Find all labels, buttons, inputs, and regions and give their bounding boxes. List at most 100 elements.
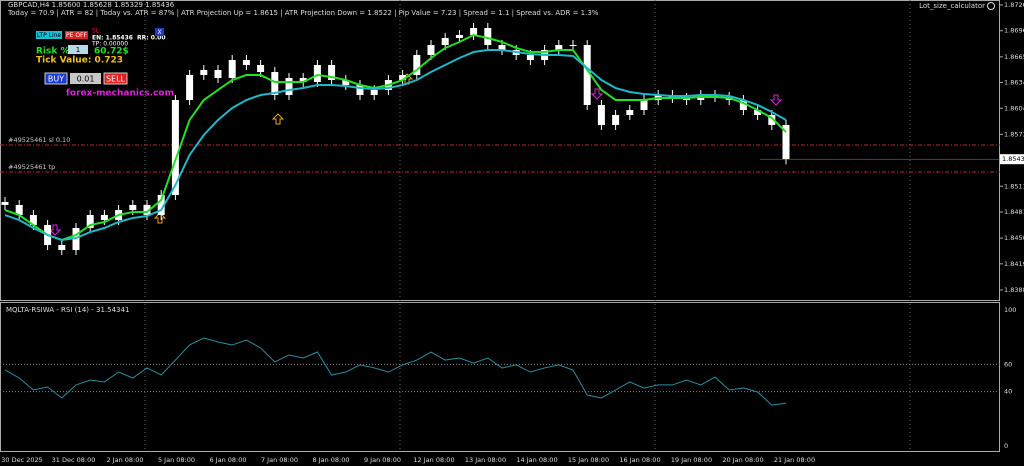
candle	[427, 45, 435, 55]
x-tick-label: 15 Jan 08:00	[568, 456, 609, 464]
x-tick-label: 2 Jan 08:00	[106, 456, 143, 464]
x-tick-label: 21 Jan 08:00	[774, 456, 815, 464]
y-tick-label: 1.87265	[1004, 1, 1024, 9]
level-label: #49525461 tp	[8, 163, 55, 171]
tick-value: Tick Value: 0.723	[36, 56, 123, 66]
buy-button[interactable]	[44, 72, 68, 85]
en-text: EN: 1.85436	[92, 35, 133, 42]
y-tick-label: 1.85730	[1004, 130, 1024, 138]
candle	[413, 54, 421, 75]
y-tick-label: 1.86345	[1004, 79, 1024, 87]
candle	[356, 84, 364, 96]
candle	[285, 77, 293, 96]
close-text: X	[157, 29, 161, 36]
rsi-title: MQLTA-RSIWA - RSI (14) - 31.54341	[6, 306, 129, 314]
lots-text: 0.01	[77, 75, 95, 84]
y-tick-label: 1.85115	[1004, 182, 1024, 190]
settings-icon[interactable]	[987, 2, 995, 10]
tp-text: TP: 0.00000	[91, 41, 128, 48]
x-tick-label: 31 Dec 08:00	[52, 456, 96, 464]
candle	[455, 34, 463, 39]
candle	[186, 74, 194, 100]
candle	[597, 104, 605, 125]
candle	[754, 110, 762, 116]
sell-arrow	[769, 94, 783, 106]
candle	[58, 245, 66, 250]
sell-arrow	[590, 88, 604, 100]
main-frame	[0, 0, 1000, 301]
x-tick-label: 6 Jan 08:00	[209, 456, 246, 464]
ltp-button[interactable]	[36, 31, 62, 39]
candle	[399, 74, 407, 81]
y-tick-label: 1.83885	[1004, 286, 1024, 294]
sl-text: SL:	[92, 28, 101, 35]
risk-label: Risk %	[36, 47, 70, 57]
y-tick-label: 1.86650	[1004, 53, 1024, 61]
candle	[612, 115, 620, 125]
rsi-frame	[0, 302, 1000, 452]
candle	[739, 100, 747, 111]
candle	[569, 45, 577, 47]
x-tick-label: 14 Jan 08:00	[516, 456, 557, 464]
lots-input[interactable]	[70, 73, 101, 84]
candle	[200, 69, 208, 75]
x-tick-label: 19 Jan 08:00	[671, 456, 712, 464]
buy-arrow	[271, 113, 285, 125]
x-tick-label: 5 Jan 08:00	[158, 456, 195, 464]
x-tick-label: 8 Jan 08:00	[312, 456, 349, 464]
y-tick-label: 1.84810	[1004, 208, 1024, 216]
candle	[129, 204, 137, 211]
rsi-tick-label: 60	[1004, 360, 1012, 368]
candle	[299, 77, 307, 82]
y-tick-label: 1.84195	[1004, 260, 1024, 268]
candle	[683, 97, 691, 100]
candle	[157, 195, 165, 216]
candle	[370, 89, 378, 96]
candle	[441, 38, 449, 46]
candle	[257, 65, 265, 73]
candle	[526, 54, 534, 61]
candle	[1, 201, 9, 205]
close-button[interactable]	[155, 28, 164, 36]
x-tick-label: 30 Dec 2025	[1, 456, 43, 464]
y-tick-label: 1.86040	[1004, 104, 1024, 112]
symbol-header: GBPCAD,H4 1.85600 1.85628 1.85329 1.8543…	[8, 1, 175, 9]
sell-arrow	[48, 224, 62, 236]
indicator-label: Lot_size_calculator	[919, 2, 985, 10]
pe-button[interactable]	[65, 31, 88, 39]
x-tick-label: 20 Jan 08:00	[722, 456, 763, 464]
stats-line: Today = 70.9 | ATR = 82 | Today vs. ATR …	[7, 9, 599, 17]
ltp-text: LTP Line	[37, 32, 62, 39]
candle	[313, 65, 321, 82]
candle	[143, 204, 151, 216]
candle	[470, 27, 478, 35]
risk-amount: 60.72$	[94, 47, 129, 57]
risk-input[interactable]	[68, 45, 88, 54]
price-box	[1000, 154, 1024, 165]
pe-text: PE OFF	[66, 32, 87, 39]
moving-average	[4, 33, 787, 242]
x-tick-label: 13 Jan 08:00	[465, 456, 506, 464]
candle	[328, 65, 336, 81]
buy-text: BUY	[48, 75, 64, 84]
rr-text: RR: 0.00	[137, 35, 166, 42]
level-label: #49525461 sl 0.10	[8, 136, 70, 144]
sell-button[interactable]	[103, 72, 128, 85]
site-label: forex-mechanics.com	[66, 89, 174, 99]
candle	[342, 80, 350, 85]
risk-value: 1	[76, 46, 80, 54]
candle	[271, 72, 279, 96]
moving-average	[4, 49, 787, 241]
candle	[100, 215, 108, 220]
candle	[484, 27, 492, 46]
rsi-tick-label: 40	[1004, 388, 1012, 396]
rsi-tick-label: 0	[1004, 442, 1008, 450]
candle	[768, 115, 776, 125]
y-tick-label: 1.84500	[1004, 234, 1024, 242]
rsi-tick-label: 100	[1004, 306, 1016, 314]
x-tick-label: 12 Jan 08:00	[413, 456, 454, 464]
candle	[228, 60, 236, 78]
